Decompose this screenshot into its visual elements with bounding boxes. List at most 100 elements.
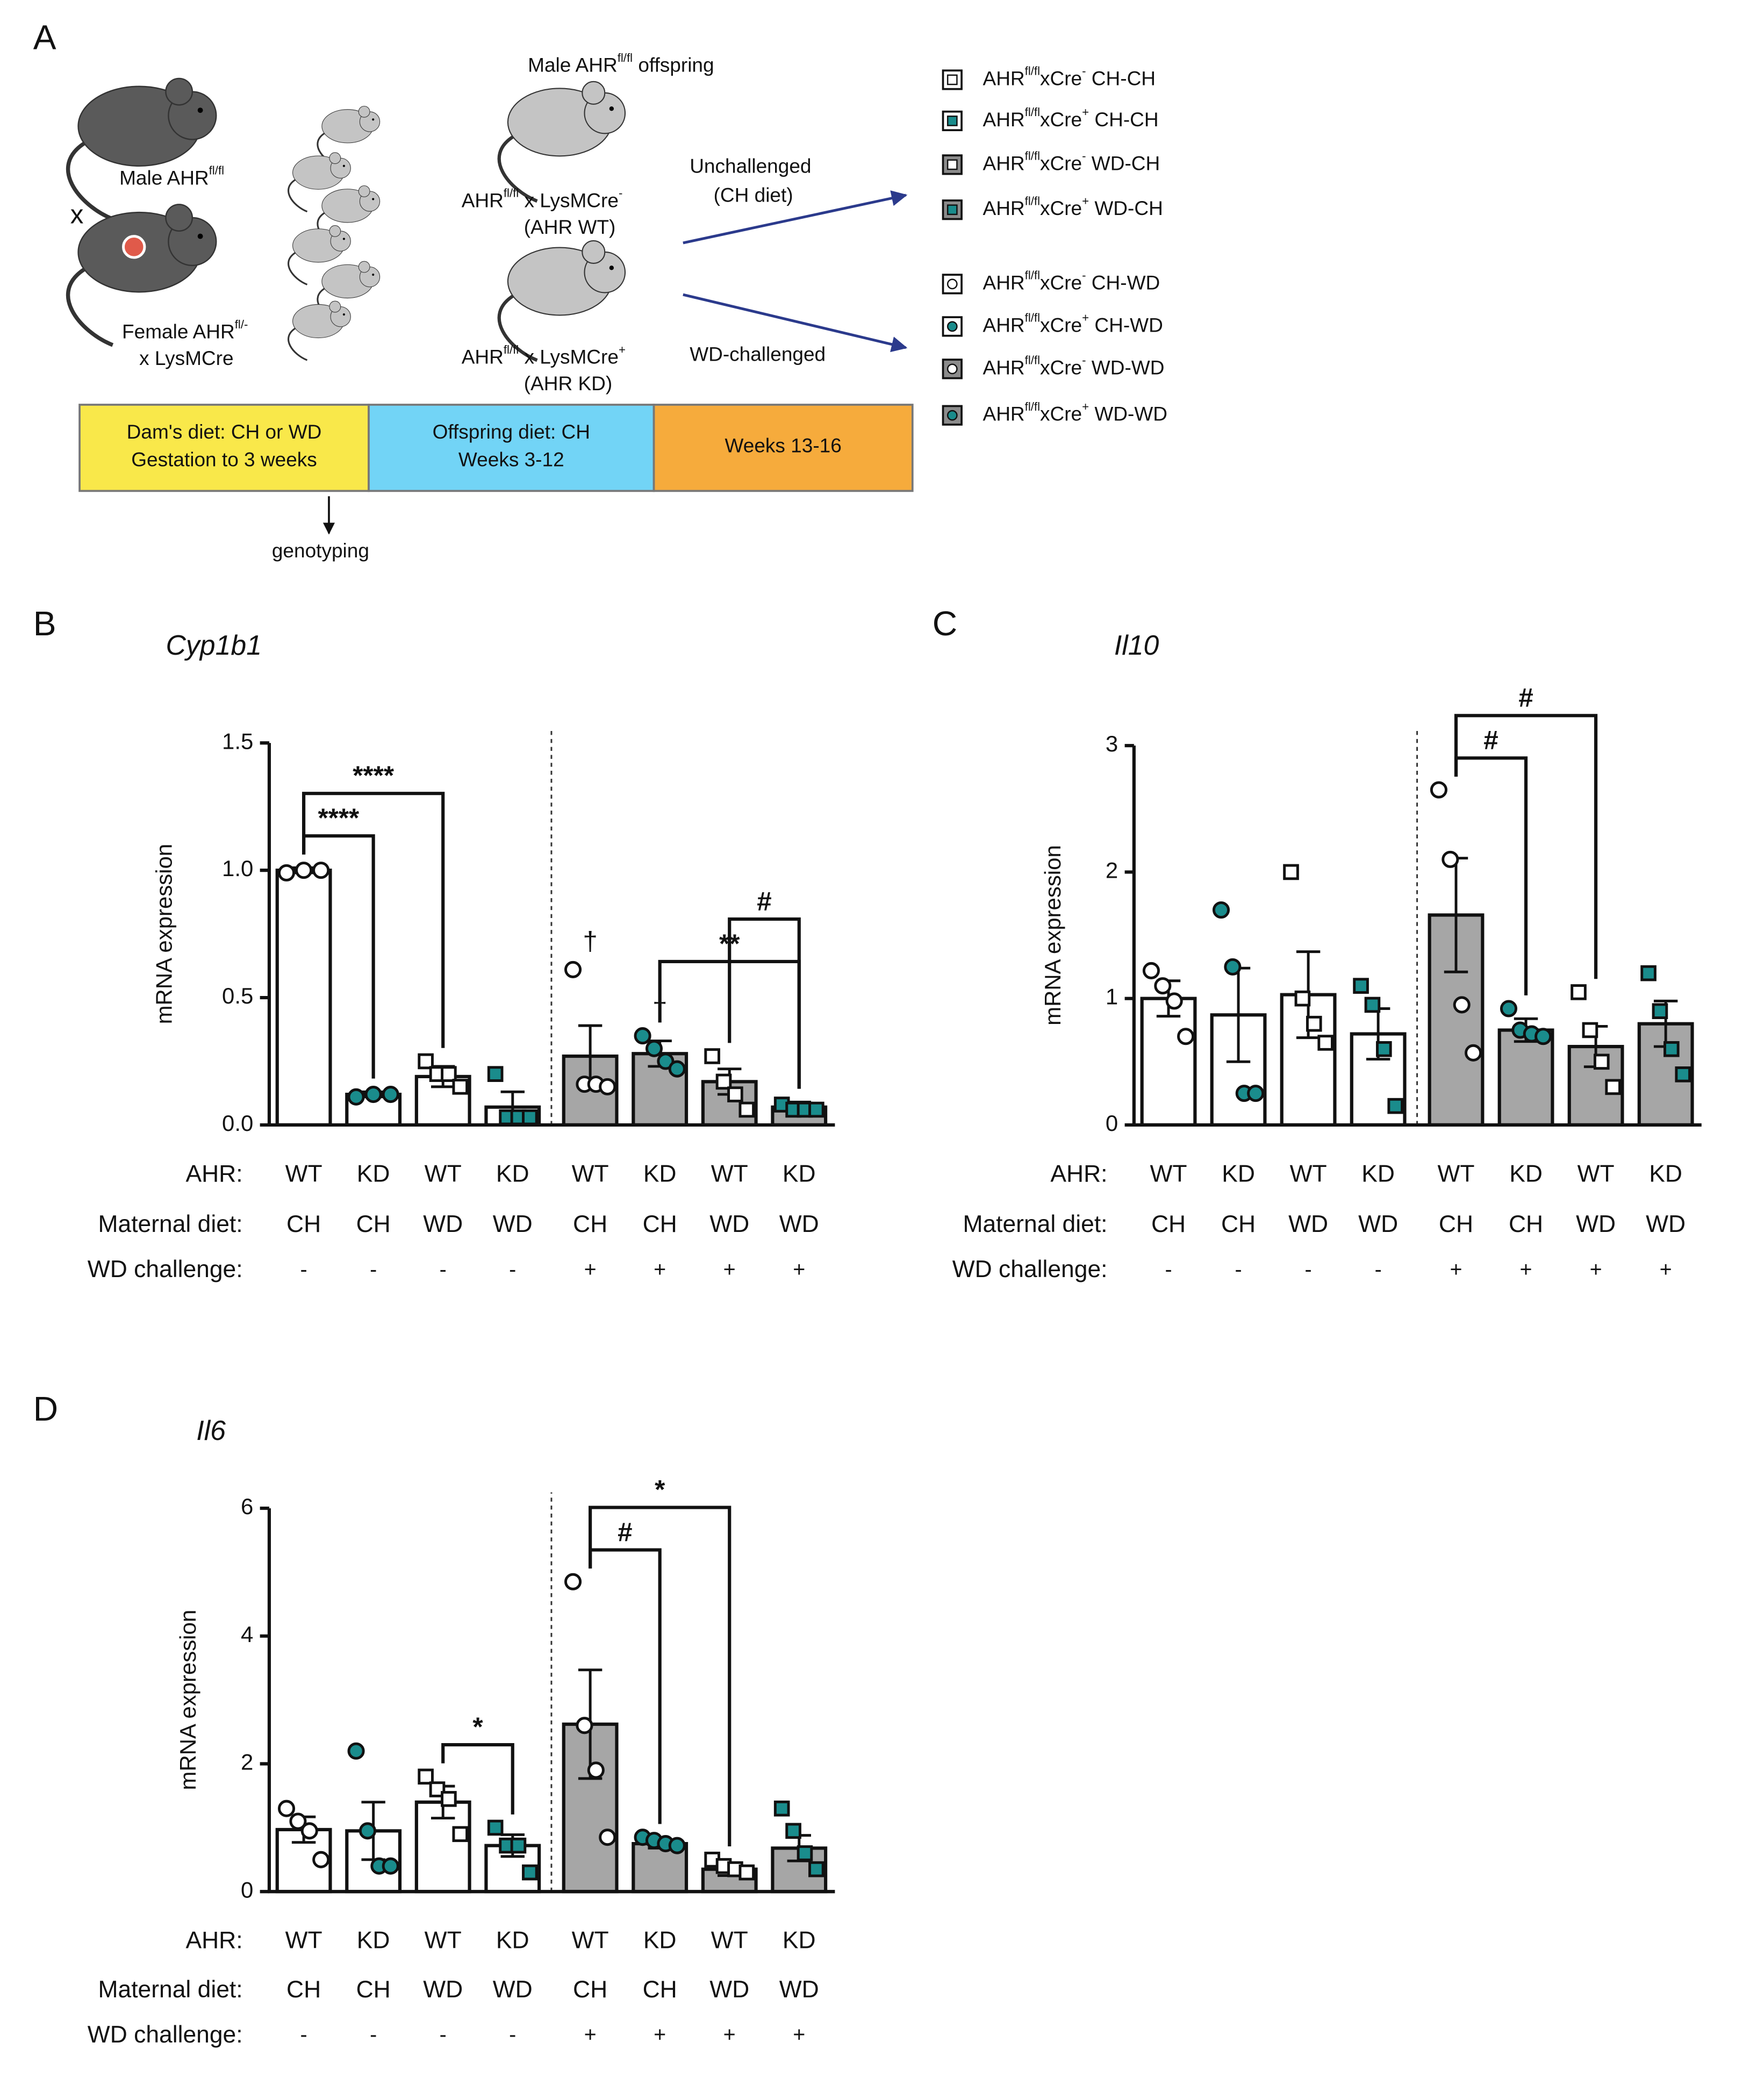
mouse-ear (165, 204, 193, 232)
y-tick-label: 0 (1106, 1110, 1118, 1136)
superscript: + (1082, 194, 1089, 207)
x-row-value: KD (357, 1927, 390, 1954)
mouse-ear (329, 152, 341, 164)
x-row-value: + (723, 1258, 736, 1281)
significance-label: **** (318, 804, 360, 833)
text-part: Male AHR (528, 54, 618, 76)
significance-bracket (441, 1743, 514, 1815)
data-point (1453, 996, 1471, 1014)
diagram-label: Male AHRfl/fl offspring (528, 51, 714, 76)
x-row-value: + (723, 2023, 736, 2047)
x-row-value: WT (285, 1160, 322, 1187)
x-row-value: - (370, 1258, 377, 1281)
superscript: fl/fl (1025, 353, 1040, 367)
data-point (727, 1086, 743, 1102)
superscript: - (1082, 268, 1086, 282)
x-row-value: WT (425, 1160, 462, 1187)
panel-label: D (33, 1389, 58, 1428)
mouse-eye (197, 233, 203, 239)
x-row-value: WT (572, 1160, 609, 1187)
x-row-value: + (793, 2023, 805, 2047)
text-part: WD-WD (1086, 356, 1165, 378)
x-row-value: + (1520, 1258, 1532, 1281)
x-row-value: WD (1576, 1211, 1616, 1237)
data-point (1317, 1035, 1333, 1051)
x-row-value: CH (1221, 1211, 1256, 1237)
mouse-icon (66, 204, 217, 347)
text-part: WD-challenged (690, 342, 826, 365)
timeline-box (78, 404, 370, 492)
superscript: fl/fl (1025, 400, 1040, 413)
mouse-icon (66, 77, 217, 221)
text-part: WD-CH (1086, 152, 1160, 174)
mouse-eye (609, 106, 614, 111)
diagram-label: WD-challenged (690, 342, 826, 365)
mouse-ear (329, 300, 341, 313)
x-row-value: WT (1577, 1160, 1615, 1187)
y-tick-label: 0.0 (222, 1110, 253, 1136)
data-point (564, 961, 582, 978)
y-axis-label: mRNA expression (152, 844, 177, 1024)
y-tick-label: 2 (1106, 857, 1118, 883)
timeline-text: Gestation to 3 weeks (131, 448, 317, 471)
x-row-value: WT (285, 1927, 322, 1954)
text-part: xCre (1040, 313, 1082, 336)
significance-bracket (728, 917, 801, 1089)
text-part: AHR (983, 108, 1025, 131)
data-point (295, 862, 313, 879)
data-point (1663, 1041, 1680, 1057)
x-row-value: - (440, 1258, 447, 1281)
superscript: + (1082, 311, 1089, 324)
x-row-value: WT (711, 1160, 748, 1187)
mouse-ear (358, 105, 370, 118)
data-point (1165, 992, 1183, 1010)
x-row-value: - (1305, 1258, 1312, 1281)
data-point (704, 1048, 720, 1064)
data-point (564, 1573, 582, 1590)
significance-label: # (618, 1517, 632, 1547)
data-point (634, 1027, 651, 1045)
chart-title: Il6 (196, 1415, 226, 1446)
diagram-label: Male AHRfl/fl (119, 164, 224, 189)
x-row-value: CH (643, 1211, 677, 1237)
arrow (683, 190, 908, 245)
text-part: CH-CH (1086, 67, 1156, 89)
panel-label: A (33, 18, 56, 56)
text-part: x (70, 200, 84, 230)
significance-bracket (302, 792, 445, 1048)
data-point (1593, 1053, 1610, 1070)
text-part: xCre (1040, 152, 1082, 174)
mouse-icon (497, 240, 626, 362)
x-row-value: CH (1151, 1211, 1186, 1237)
significance-bracket (589, 1506, 732, 1847)
mouse-eye (372, 198, 375, 200)
mouse-ear (329, 225, 341, 237)
data-point (510, 1837, 527, 1854)
data-point (1675, 1066, 1691, 1083)
mouse-ear (582, 81, 606, 105)
x-row-value: - (1235, 1258, 1242, 1281)
diagram-label: Female AHRfl/- (122, 318, 248, 343)
data-point (808, 1861, 824, 1877)
x-row-value: WD (423, 1976, 463, 2003)
legend-marker (946, 410, 958, 421)
x-row-value: - (300, 2023, 307, 2047)
mouse-eye (372, 118, 375, 121)
y-tick-label: 2 (241, 1750, 253, 1775)
mouse-tail (66, 140, 114, 221)
x-row-label: WD challenge: (88, 1256, 243, 1282)
text-part: AHR (983, 197, 1025, 219)
mouse-icon (497, 81, 626, 203)
text-part: xCre (1040, 271, 1082, 293)
x-row-value: WD (1646, 1211, 1686, 1237)
data-point (738, 1864, 755, 1881)
legend-box (942, 154, 963, 175)
legend-marker (946, 159, 958, 170)
text-part: genotyping (272, 539, 369, 562)
x-row-label: AHR: (1050, 1160, 1107, 1187)
x-row-value: WD (779, 1976, 819, 2003)
superscript: fl/fl (209, 164, 224, 177)
data-point (1582, 1022, 1598, 1038)
mouse-icon (288, 152, 351, 213)
data-point (1294, 990, 1311, 1007)
